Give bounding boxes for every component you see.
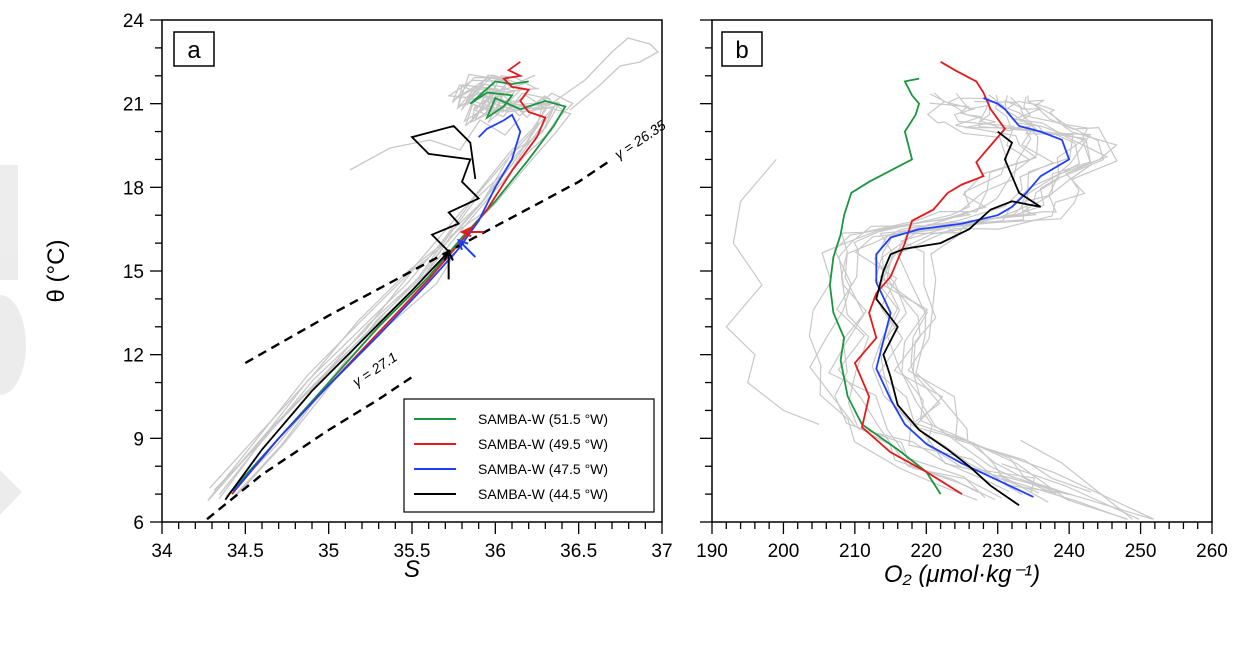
x-tick-label: 220 bbox=[910, 541, 942, 562]
background-profile bbox=[881, 99, 1105, 497]
background-profile bbox=[349, 117, 521, 171]
series-line-3 bbox=[224, 124, 481, 501]
x-axis-title-b: O₂ (μmol·kg⁻¹) bbox=[884, 561, 1040, 588]
x-tick-label: 210 bbox=[839, 541, 871, 562]
x-tick-label: 36 bbox=[485, 541, 506, 562]
isopycnal-label-0: γ = 26.35 bbox=[611, 117, 668, 163]
series-line-1 bbox=[853, 61, 1007, 495]
series-line-1 bbox=[231, 61, 547, 495]
panel-tag-a: a bbox=[173, 31, 215, 67]
plot-frame-b bbox=[711, 19, 1213, 523]
background-profile bbox=[879, 95, 1092, 496]
x-tick-label: 35.5 bbox=[394, 541, 431, 562]
background-profile bbox=[834, 93, 1038, 499]
x-tick-label: 34 bbox=[151, 541, 173, 562]
arrow-1 bbox=[457, 238, 477, 258]
arrows bbox=[443, 226, 484, 280]
panel-label-a: a bbox=[187, 37, 201, 64]
background-profile bbox=[725, 159, 820, 425]
ticks-a: 34 34.5 35 35.5 36 36.5 37 6 9 12 15 18 21 24 bbox=[123, 11, 673, 562]
x-tick-label: 190 bbox=[696, 541, 728, 562]
y-tick-label: 12 bbox=[123, 346, 144, 367]
legend-label: SAMBA-W (44.5 °W) bbox=[478, 486, 608, 502]
background-profile bbox=[897, 100, 1118, 502]
series-line-3 bbox=[875, 130, 1042, 507]
background-profile bbox=[1001, 477, 1127, 520]
background-profile bbox=[808, 92, 1008, 501]
y-tick-label: 21 bbox=[123, 95, 144, 116]
x-tick-label: 230 bbox=[982, 541, 1014, 562]
x-axis-title-a: S bbox=[404, 556, 420, 583]
series-lines bbox=[224, 61, 567, 501]
arrow-0 bbox=[459, 226, 484, 238]
background-profile bbox=[547, 37, 660, 111]
panel-tag-b: b bbox=[721, 31, 763, 67]
background-profile bbox=[871, 94, 1088, 496]
x-tick-label: 35 bbox=[318, 541, 339, 562]
background-profile bbox=[809, 97, 1031, 501]
isopycnal-line-1 bbox=[206, 376, 413, 521]
series-line-0 bbox=[228, 80, 567, 495]
panel-label-b: b bbox=[735, 37, 748, 64]
series-line-2 bbox=[233, 113, 522, 492]
y-tick-label: 6 bbox=[133, 513, 144, 534]
series-line-0 bbox=[828, 77, 942, 495]
y-axis-title: θ (°C) bbox=[43, 240, 70, 303]
background-profile bbox=[873, 94, 1081, 494]
x-tick-label: 34.5 bbox=[227, 541, 264, 562]
series-lines bbox=[828, 61, 1071, 507]
y-tick-label: 9 bbox=[133, 429, 144, 450]
panel-b: 190 200 210 220 230 240 250 260 b O₂ (μmol·kg⁻¹… bbox=[696, 19, 1228, 588]
legend-label: SAMBA-W (51.5 °W) bbox=[478, 411, 608, 427]
y-tick-label: 18 bbox=[123, 178, 144, 199]
isopycnal-line-0 bbox=[244, 158, 613, 365]
legend: SAMBA-W (51.5 °W) SAMBA-W (49.5 °W) SAMBA-… bbox=[403, 398, 655, 513]
arrow-2 bbox=[443, 249, 454, 280]
legend-label: SAMBA-W (47.5 °W) bbox=[478, 461, 608, 477]
series-line-2 bbox=[875, 97, 1071, 498]
background-profile bbox=[993, 450, 1155, 520]
background-profiles bbox=[725, 92, 1155, 520]
background-profile bbox=[998, 474, 1153, 520]
background-profile bbox=[1020, 439, 1133, 520]
background-profile bbox=[209, 81, 551, 489]
x-tick-label: 250 bbox=[1125, 541, 1157, 562]
y-tick-label: 15 bbox=[123, 262, 144, 283]
x-tick-label: 200 bbox=[768, 541, 800, 562]
background-profile bbox=[907, 95, 1118, 493]
x-tick-label: 260 bbox=[1196, 541, 1228, 562]
panel-a: γ = 26.35γ = 27.1 34 34.5 35 35.5 36 36.5 3769… bbox=[43, 11, 673, 583]
watermark-shapes bbox=[0, 165, 26, 515]
x-tick-label: 240 bbox=[1053, 541, 1085, 562]
x-tick-label: 36.5 bbox=[560, 541, 597, 562]
background-profile bbox=[1001, 463, 1140, 520]
ticks-b: 190 200 210 220 230 240 250 260 bbox=[696, 19, 1228, 562]
background-profile bbox=[836, 102, 1032, 494]
y-tick-label: 24 bbox=[123, 11, 145, 32]
legend-label: SAMBA-W (49.5 °W) bbox=[478, 436, 608, 452]
x-tick-label: 37 bbox=[651, 541, 672, 562]
